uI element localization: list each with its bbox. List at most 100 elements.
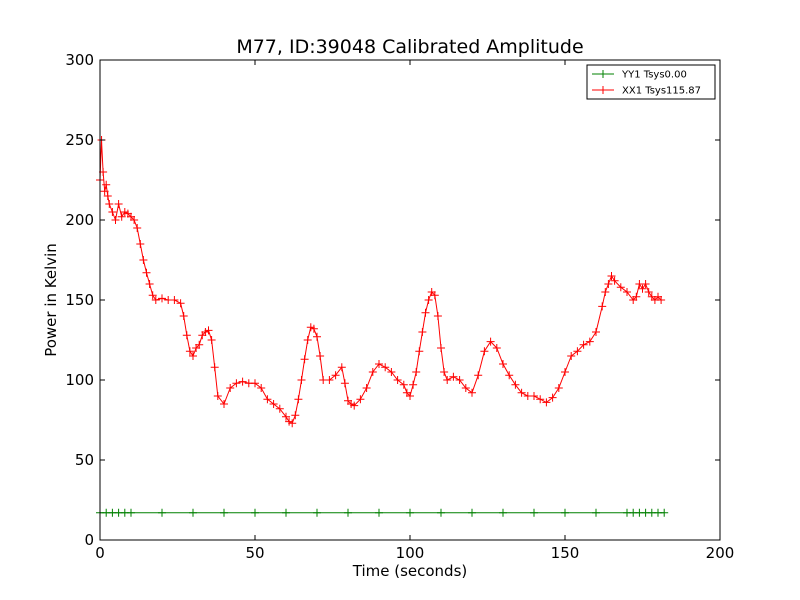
data-point-marker [182,331,191,340]
data-point-marker [142,268,151,277]
data-point-marker [632,292,641,301]
data-point-marker [554,384,563,392]
data-point-marker [238,377,247,386]
data-point-marker [133,224,142,232]
data-point-marker [433,312,442,320]
data-point-marker [542,398,551,407]
data-point-marker [461,384,470,392]
ticks-layer: 0 50 100 150 200 0 50 100 150 200 250 300 [65,51,734,562]
data-point-marker [449,372,458,381]
data-point-marker [437,508,445,517]
data-point-marker [486,337,495,346]
data-point-marker [210,363,219,372]
data-point-marker [440,368,449,376]
data-point-marker [375,360,383,368]
data-point-marker [641,280,650,288]
x-tick-label: 100 [396,544,425,562]
y-tick-label: 150 [65,291,94,309]
data-point-marker [421,308,430,317]
data-point-marker [300,355,309,364]
y-tick-label: 300 [65,51,94,69]
data-point-marker [331,371,340,380]
data-point-marker [375,508,383,517]
data-point-marker [226,384,235,392]
data-point-marker [492,344,501,352]
data-point-marker [499,508,507,517]
data-point-marker [170,296,179,304]
x-tick-label: 150 [551,544,580,562]
y-tick-label: 250 [65,131,94,149]
legend-marker-yy1 [599,70,607,78]
data-point-marker [337,363,346,372]
data-point-marker [297,376,306,384]
chart-title: M77, ID:39048 Calibrated Amplitude [236,36,583,58]
data-point-marker [220,508,228,517]
data-point-marker [158,294,166,303]
data-point-marker [291,411,300,420]
data-point-marker [598,302,607,311]
y-tick-label: 200 [65,211,94,229]
plot-background [100,60,720,540]
data-point-marker [657,296,666,304]
legend-label-xx1: XX1 Tsys115.87 [622,86,701,97]
data-point-marker [644,288,653,296]
x-axis-label: Time (seconds) [352,562,468,580]
data-point-marker [179,312,188,320]
data-point-marker [381,363,390,372]
data-point-marker [368,368,377,376]
data-point-marker [282,412,290,421]
data-point-marker [406,508,414,517]
data-point-marker [592,328,600,336]
data-point-marker [468,388,476,397]
y-tick-label: 100 [65,371,94,389]
data-point-marker [148,291,157,300]
data-point-marker [517,388,526,397]
data-point-marker [660,508,669,517]
data-point-marker [585,337,594,346]
data-point-marker [108,208,117,216]
data-point-marker [195,340,204,349]
x-tick-label: 50 [245,544,264,562]
legend: YY1 Tsys0.00 XX1 Tsys115.87 [586,64,716,100]
data-point-marker [548,393,557,402]
y-axis-label: Power in Kelvin [42,243,60,357]
data-point-marker [616,283,625,292]
data-point-marker [387,368,396,376]
data-point-marker [303,336,312,344]
data-point-marker [103,192,112,200]
data-point-marker [412,368,421,376]
data-point-marker [127,508,135,517]
data-point-marker [309,324,318,333]
data-point-marker [220,400,228,408]
data-point-marker [567,352,576,360]
data-point-marker [105,200,114,208]
data-point-marker [100,187,109,196]
data-point-marker [340,379,349,388]
data-point-marker [561,508,569,517]
data-point-marker [176,299,185,308]
data-point-marker [350,401,359,410]
data-point-marker [579,340,588,349]
data-point-marker [316,352,325,360]
data-point-marker [232,379,241,388]
data-point-marker [455,376,464,384]
data-point-marker [269,400,278,408]
legend-box [586,64,716,100]
legend-label-yy1: YY1 Tsys0.00 [621,70,687,81]
data-point-marker [592,508,600,517]
data-point-marker [406,392,414,400]
data-point-marker [139,256,148,264]
data-point-marker [393,376,402,384]
data-point-marker [536,395,545,404]
data-point-marker [204,326,213,335]
data-point-marker [561,368,569,376]
x-tick-label: 200 [706,544,735,562]
data-point-marker [213,392,222,400]
data-point-marker [294,395,303,404]
data-point-marker [424,296,433,304]
data-point-marker [530,392,538,400]
data-point-marker [251,508,259,517]
data-point-marker [130,216,139,224]
data-point-marker [480,347,489,356]
